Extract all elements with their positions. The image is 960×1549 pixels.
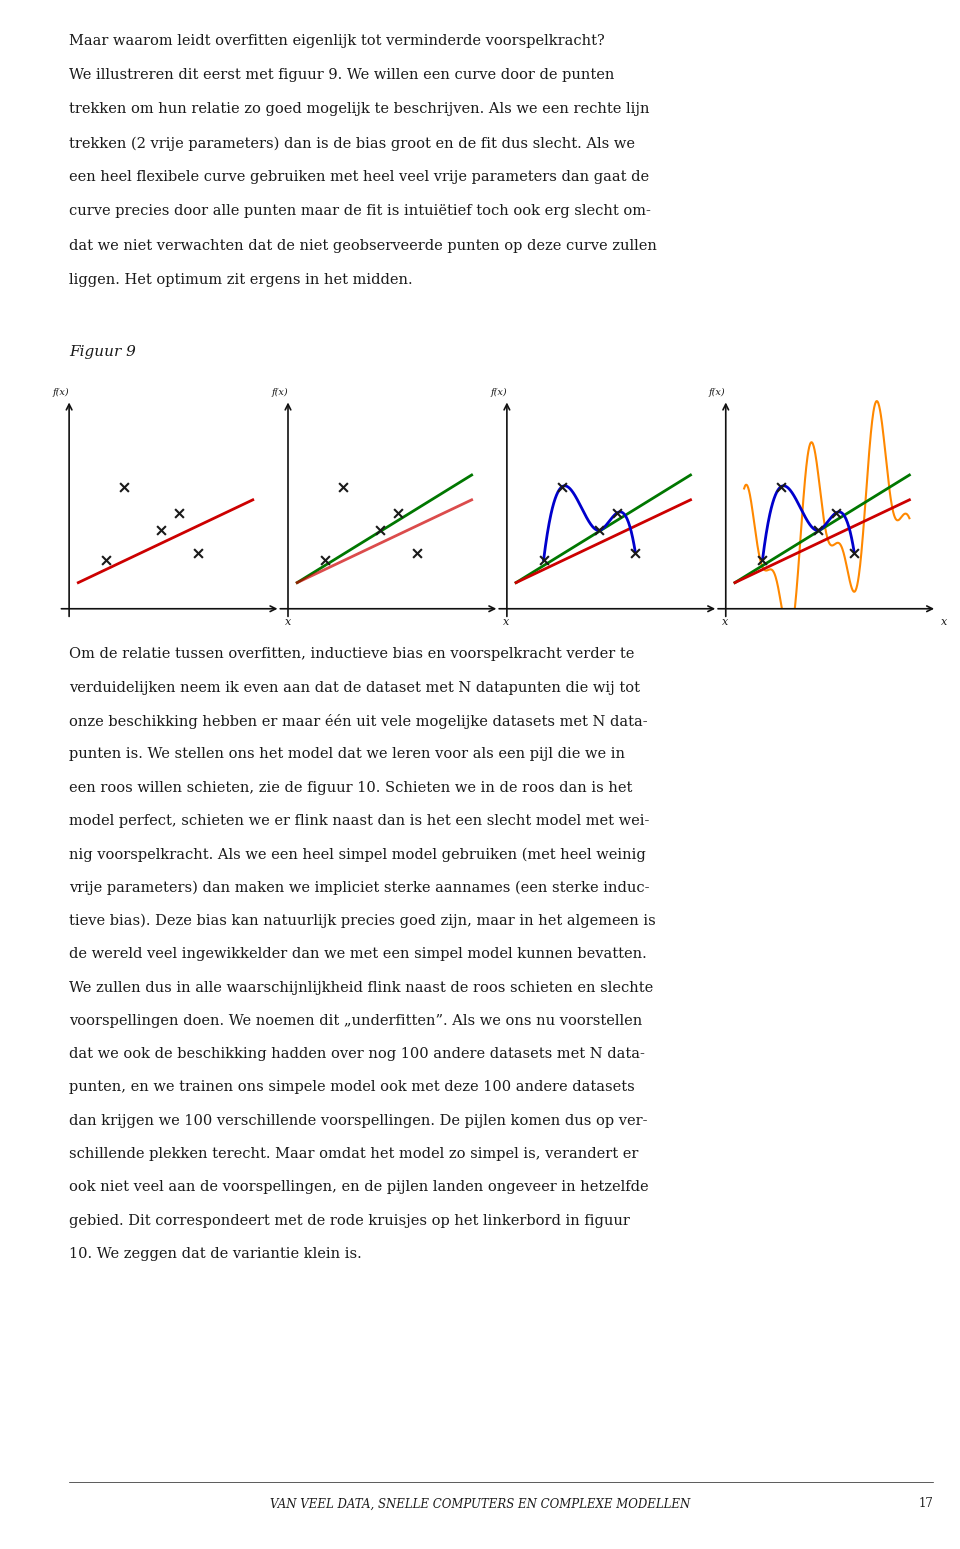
Text: trekken (2 vrije parameters) dan is de bias groot en de fit dus slecht. Als we: trekken (2 vrije parameters) dan is de b… xyxy=(69,136,636,150)
Text: dat we niet verwachten dat de niet geobserveerde punten op deze curve zullen: dat we niet verwachten dat de niet geobs… xyxy=(69,239,657,252)
Text: Figuur 9: Figuur 9 xyxy=(69,345,136,359)
Text: x: x xyxy=(941,618,948,627)
Text: een heel flexibele curve gebruiken met heel veel vrije parameters dan gaat de: een heel flexibele curve gebruiken met h… xyxy=(69,170,649,184)
Text: schillende plekken terecht. Maar omdat het model zo simpel is, verandert er: schillende plekken terecht. Maar omdat h… xyxy=(69,1146,638,1162)
Point xyxy=(847,541,862,565)
Text: x: x xyxy=(503,618,510,627)
Text: onze beschikking hebben er maar één uit vele mogelijke datasets met N data-: onze beschikking hebben er maar één uit … xyxy=(69,714,648,730)
Text: liggen. Het optimum zit ergens in het midden.: liggen. Het optimum zit ergens in het mi… xyxy=(69,273,413,287)
Text: ook niet veel aan de voorspellingen, en de pijlen landen ongeveer in hetzelfde: ook niet veel aan de voorspellingen, en … xyxy=(69,1180,649,1194)
Text: nig voorspelkracht. Als we een heel simpel model gebruiken (met heel weinig: nig voorspelkracht. Als we een heel simp… xyxy=(69,847,646,861)
Text: tieve bias). Deze bias kan natuurlijk precies goed zijn, maar in het algemeen is: tieve bias). Deze bias kan natuurlijk pr… xyxy=(69,914,656,928)
Text: dan krijgen we 100 verschillende voorspellingen. De pijlen komen dus op ver-: dan krijgen we 100 verschillende voorspe… xyxy=(69,1114,648,1128)
Text: f(x): f(x) xyxy=(709,389,726,398)
Point xyxy=(116,474,132,499)
Text: f(x): f(x) xyxy=(491,389,507,398)
Text: verduidelijken neem ik even aan dat de dataset met N datapunten die wij tot: verduidelijken neem ik even aan dat de d… xyxy=(69,682,640,696)
Text: We illustreren dit eerst met figuur 9. We willen een curve door de punten: We illustreren dit eerst met figuur 9. W… xyxy=(69,68,614,82)
Point xyxy=(828,500,844,525)
Text: f(x): f(x) xyxy=(53,389,69,398)
Text: voorspellingen doen. We noemen dit „underfitten”. Als we ons nu voorstellen: voorspellingen doen. We noemen dit „unde… xyxy=(69,1015,642,1029)
Text: We zullen dus in alle waarschijnlijkheid flink naast de roos schieten en slechte: We zullen dus in alle waarschijnlijkheid… xyxy=(69,981,654,994)
Point xyxy=(98,548,113,573)
Point xyxy=(536,548,551,573)
Point xyxy=(409,541,424,565)
Text: Om de relatie tussen overfitten, inductieve bias en voorspelkracht verder te: Om de relatie tussen overfitten, inducti… xyxy=(69,647,635,661)
Text: punten, en we trainen ons simpele model ook met deze 100 andere datasets: punten, en we trainen ons simpele model … xyxy=(69,1081,635,1095)
Point xyxy=(190,541,205,565)
Text: f(x): f(x) xyxy=(272,389,288,398)
Point xyxy=(335,474,350,499)
Point xyxy=(154,517,169,542)
Text: de wereld veel ingewikkelder dan we met een simpel model kunnen bevatten.: de wereld veel ingewikkelder dan we met … xyxy=(69,948,647,962)
Text: punten is. We stellen ons het model dat we leren voor als een pijl die we in: punten is. We stellen ons het model dat … xyxy=(69,748,625,762)
Point xyxy=(391,500,406,525)
Text: VAN VEEL DATA, SNELLE COMPUTERS EN COMPLEXE MODELLEN: VAN VEEL DATA, SNELLE COMPUTERS EN COMPL… xyxy=(270,1498,690,1510)
Text: gebied. Dit correspondeert met de rode kruisjes op het linkerbord in figuur: gebied. Dit correspondeert met de rode k… xyxy=(69,1214,630,1228)
Text: x: x xyxy=(722,618,729,627)
Point xyxy=(172,500,187,525)
Text: een roos willen schieten, zie de figuur 10. Schieten we in de roos dan is het: een roos willen schieten, zie de figuur … xyxy=(69,781,633,795)
Point xyxy=(591,517,607,542)
Text: model perfect, schieten we er flink naast dan is het een slecht model met wei-: model perfect, schieten we er flink naas… xyxy=(69,815,650,829)
Point xyxy=(554,474,569,499)
Point xyxy=(372,517,388,542)
Text: dat we ook de beschikking hadden over nog 100 andere datasets met N data-: dat we ook de beschikking hadden over no… xyxy=(69,1047,645,1061)
Point xyxy=(317,548,332,573)
Point xyxy=(610,500,625,525)
Point xyxy=(773,474,788,499)
Text: 17: 17 xyxy=(919,1498,933,1510)
Text: 10. We zeggen dat de variantie klein is.: 10. We zeggen dat de variantie klein is. xyxy=(69,1247,362,1261)
Point xyxy=(755,548,770,573)
Text: trekken om hun relatie zo goed mogelijk te beschrijven. Als we een rechte lijn: trekken om hun relatie zo goed mogelijk … xyxy=(69,102,650,116)
Point xyxy=(628,541,643,565)
Text: curve precies door alle punten maar de fit is intuiëtief toch ook erg slecht om-: curve precies door alle punten maar de f… xyxy=(69,204,651,218)
Point xyxy=(810,517,826,542)
Text: x: x xyxy=(284,618,291,627)
Text: vrije parameters) dan maken we impliciet sterke aannames (een sterke induc-: vrije parameters) dan maken we impliciet… xyxy=(69,880,650,895)
Text: Maar waarom leidt overfitten eigenlijk tot verminderde voorspelkracht?: Maar waarom leidt overfitten eigenlijk t… xyxy=(69,34,605,48)
